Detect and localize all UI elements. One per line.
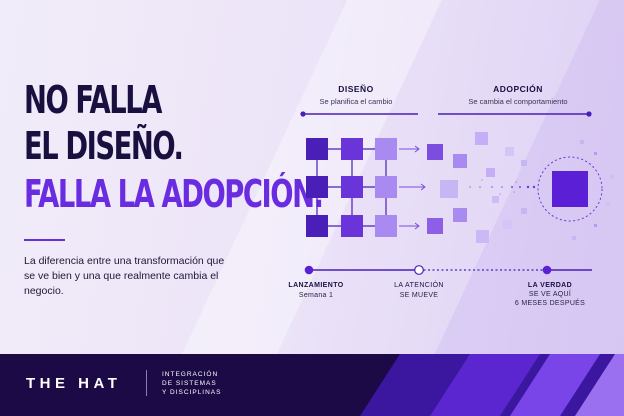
milestone-sub-attention: SE MUEVE (399, 292, 439, 299)
grid-cell (306, 215, 328, 237)
grid-cell (341, 138, 363, 160)
adoption-bracket-dot (586, 111, 592, 117)
target-square (552, 171, 588, 207)
milestone-dot-attention (414, 265, 424, 275)
headline-line-1: NO FALLA (24, 78, 162, 122)
adoption-subtitle: Se cambia el comportamiento (468, 97, 568, 106)
milestone-dot-launch (304, 265, 314, 275)
headline-line-2: EL DISEÑO. (24, 124, 184, 168)
grid-cell (341, 215, 363, 237)
tagline-line-3: Y DISCIPLINAS (162, 389, 222, 396)
grid-cell (375, 215, 397, 237)
design-grid (306, 138, 397, 237)
footer-bar: THE HAT INTEGRACIÓN DE SISTEMAS Y DISCIP… (0, 354, 624, 416)
footer-decoration (360, 354, 624, 416)
transformation-diagram (300, 111, 614, 275)
milestone-label-launch: LANZAMIENTO (288, 282, 344, 289)
grid-cell (341, 176, 363, 198)
headline-line-3: FALLA LA ADOPCIÓN. (24, 172, 324, 216)
grid-cell (375, 176, 397, 198)
brand-logo: THE HAT (26, 375, 122, 392)
dispersing-squares (427, 132, 614, 243)
grid-cell (306, 176, 328, 198)
tagline-line-1: INTEGRACIÓN (162, 371, 219, 378)
milestone-sub-truth-2: 6 MESES DESPUÉS (514, 300, 586, 307)
milestone-label-attention: LA ATENCIÓN (394, 282, 444, 289)
milestone-label-truth: LA VERDAD (527, 282, 573, 289)
brand-tagline: INTEGRACIÓN DE SISTEMAS Y DISCIPLINAS (162, 370, 221, 397)
arrows (399, 145, 426, 230)
accent-divider (24, 239, 65, 241)
adoption-title: ADOPCIÓN (493, 84, 543, 94)
hero-section: NO FALLA EL DISEÑO. FALLA LA ADOPCIÓN. L… (0, 0, 624, 354)
grid-cell (375, 138, 397, 160)
target-ring (537, 156, 603, 222)
milestone-sub-truth-1: SE VE AQUÍ (528, 291, 572, 298)
milestone-sub-launch: Semana 1 (298, 292, 334, 299)
design-title: DISEÑO (338, 84, 374, 94)
milestone-dot-truth (542, 265, 552, 275)
design-subtitle: Se planifica el cambio (319, 97, 393, 106)
footer-divider (146, 370, 147, 396)
tagline-line-2: DE SISTEMAS (162, 380, 217, 387)
grid-cell (306, 138, 328, 160)
design-bracket-dot (300, 111, 306, 117)
body-text: La diferencia entre una transformación q… (24, 255, 225, 297)
